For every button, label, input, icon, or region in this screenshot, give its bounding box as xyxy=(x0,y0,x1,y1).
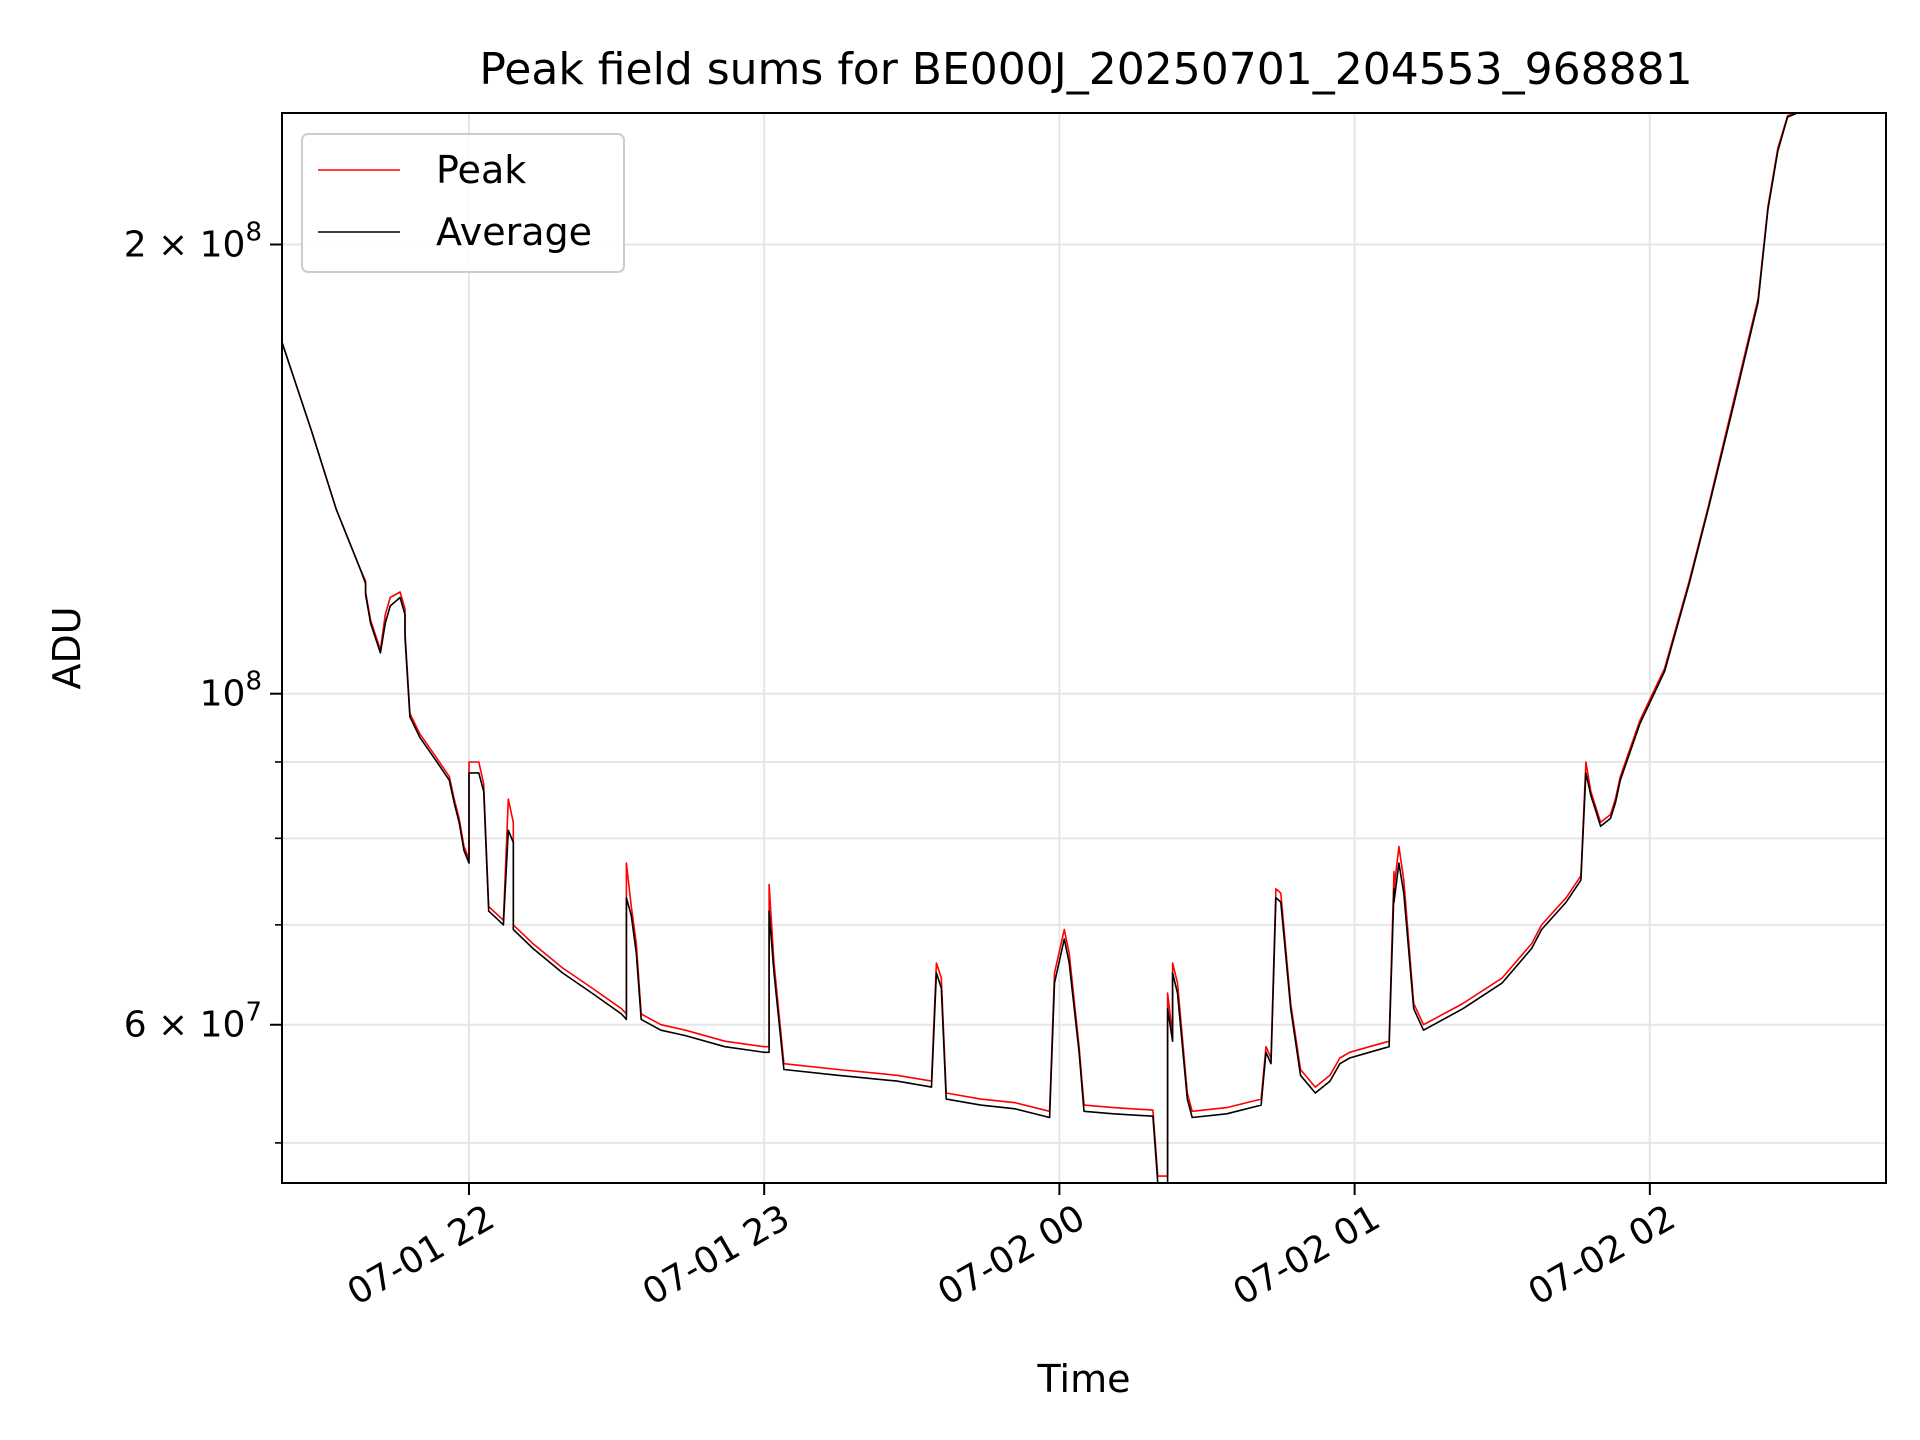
y-tick-label: 6 × 107 xyxy=(124,998,262,1046)
y-tick-label: 108 xyxy=(200,667,262,715)
y-tick-label: 2 × 108 xyxy=(124,218,262,266)
series-line-average xyxy=(282,113,1798,1183)
series-lines xyxy=(282,113,1798,1183)
y-axis-label: ADU xyxy=(45,606,89,689)
x-axis-label: Time xyxy=(1037,1357,1131,1401)
chart-title: Peak field sums for BE000J_20250701_2045… xyxy=(479,44,1692,95)
legend-box xyxy=(301,133,625,273)
legend-label-average: Average xyxy=(436,210,592,254)
plot-frame xyxy=(281,112,1887,1184)
legend-label-peak: Peak xyxy=(436,148,526,192)
legend: Peak Average xyxy=(301,133,625,273)
y-axis: 6 × 107 108 2 × 108 xyxy=(124,218,282,1144)
